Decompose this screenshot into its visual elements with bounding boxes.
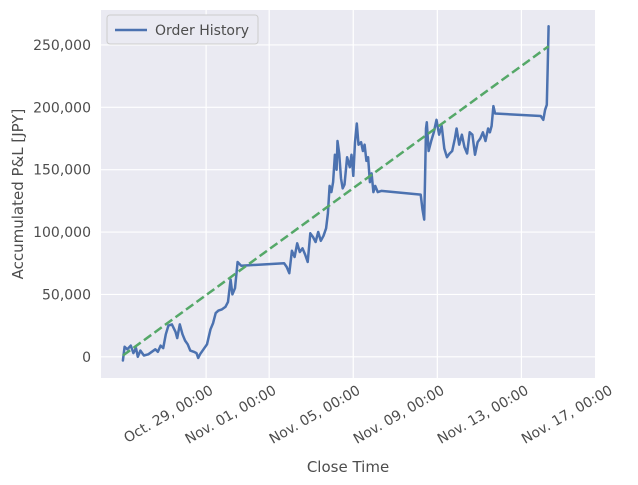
grid-lines <box>101 10 595 378</box>
x-tick-label: Nov. 09, 00:00 <box>351 383 448 448</box>
y-tick-labels: 0 50,000 100,000 150,000 200,000 250,000 <box>33 38 91 366</box>
x-tick-label: Nov. 13, 00:00 <box>435 383 532 448</box>
legend: Order History <box>106 14 259 45</box>
y-tick-label: 200,000 <box>33 100 91 116</box>
series-lines <box>121 24 550 362</box>
y-axis-label: Accumulated P&L [JPY] <box>9 109 27 280</box>
series-line-trend <box>122 45 550 357</box>
x-tick-label: Nov. 17, 00:00 <box>519 383 616 448</box>
y-tick-label: 100,000 <box>33 225 91 241</box>
legend-label-order-history: Order History <box>155 23 249 39</box>
x-axis-label: Close Time <box>307 458 389 476</box>
y-tick-label: 250,000 <box>33 38 91 54</box>
y-tick-label: 50,000 <box>42 287 91 303</box>
series-line-order-history <box>121 24 550 362</box>
x-tick-label: Nov. 05, 00:00 <box>267 383 364 448</box>
y-tick-label: 0 <box>82 350 91 366</box>
y-tick-label: 150,000 <box>33 163 91 179</box>
legend-box <box>106 14 259 45</box>
